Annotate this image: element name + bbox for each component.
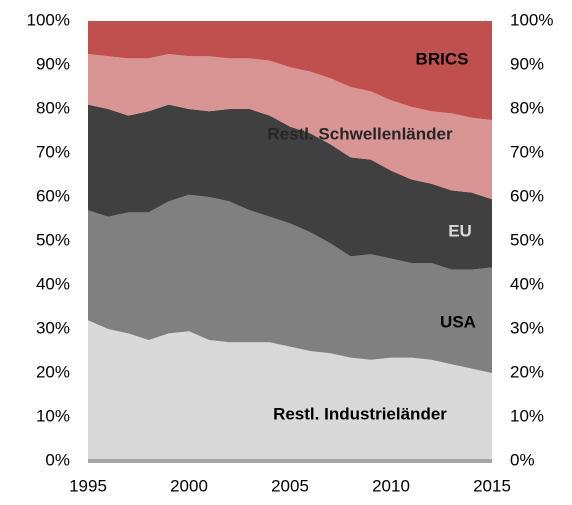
y-tick-label: 100% <box>27 10 70 29</box>
y-tick-label: 20% <box>36 362 70 381</box>
y2-tick-label: 30% <box>510 318 544 337</box>
x-tick-label: 1995 <box>69 476 107 495</box>
y-tick-label: 60% <box>36 186 70 205</box>
series-label: BRICS <box>416 49 469 68</box>
x-tick-label: 2015 <box>473 476 511 495</box>
series-label: USA <box>440 312 476 331</box>
y-tick-label: 30% <box>36 318 70 337</box>
y-tick-label: 0% <box>45 450 70 469</box>
area <box>88 194 492 373</box>
series-label: Restl. Industrieländer <box>273 404 447 423</box>
area <box>88 320 492 461</box>
y-tick-label: 70% <box>36 142 70 161</box>
area <box>88 54 492 200</box>
y2-tick-label: 10% <box>510 406 544 425</box>
series-label: EU <box>448 221 472 240</box>
y2-tick-label: 0% <box>510 450 535 469</box>
y-tick-label: 90% <box>36 54 70 73</box>
area <box>88 104 492 270</box>
x-tick-label: 2010 <box>372 476 410 495</box>
y2-tick-label: 40% <box>510 274 544 293</box>
y2-tick-label: 60% <box>510 186 544 205</box>
x-tick-label: 2000 <box>170 476 208 495</box>
x-tick-label: 2005 <box>271 476 309 495</box>
y2-tick-label: 100% <box>510 10 553 29</box>
y-tick-label: 50% <box>36 230 70 249</box>
y-tick-label: 10% <box>36 406 70 425</box>
y2-tick-label: 20% <box>510 362 544 381</box>
y2-tick-label: 50% <box>510 230 544 249</box>
y2-tick-label: 70% <box>510 142 544 161</box>
y2-tick-label: 90% <box>510 54 544 73</box>
y-tick-label: 80% <box>36 98 70 117</box>
y-tick-label: 40% <box>36 274 70 293</box>
series-label: Restl. Schwellenländer <box>267 124 453 143</box>
y2-tick-label: 80% <box>510 98 544 117</box>
area <box>88 21 492 120</box>
